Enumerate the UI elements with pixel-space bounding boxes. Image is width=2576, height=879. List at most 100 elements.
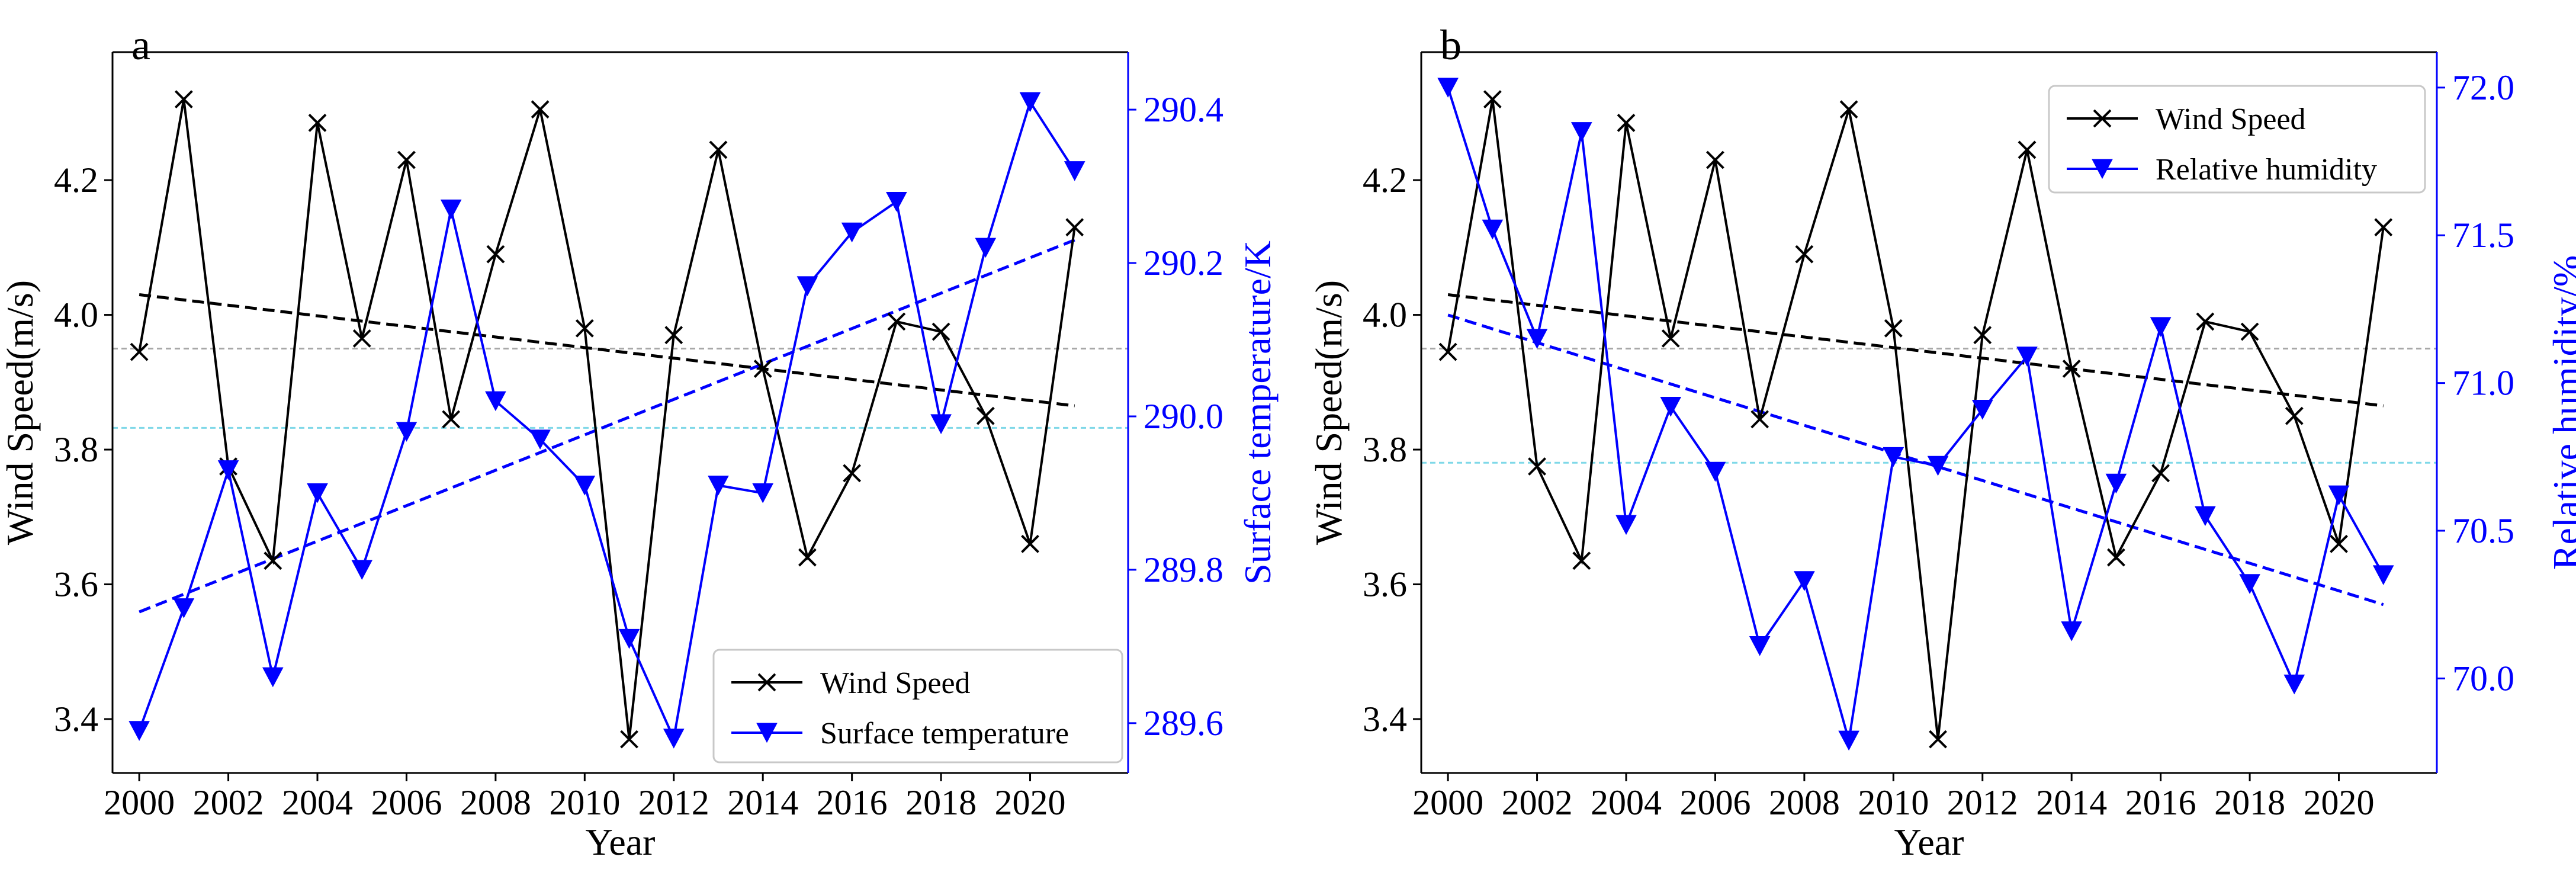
data-point [620,730,638,749]
data-point [663,729,685,749]
panel-letter: b [1440,21,1462,69]
data-point [752,483,774,503]
series-line [138,99,1076,740]
data-point [932,322,950,341]
data-point [174,90,193,109]
x-tick-label: 2004 [1591,783,1662,822]
x-tick-label: 2020 [2304,783,2375,822]
data-point [2372,565,2394,585]
series-line [1447,99,2385,740]
data-point [485,391,506,412]
data-point [352,329,371,348]
legend-marker [757,673,776,692]
legend-marker [2093,109,2112,128]
y-right-tick-label: 70.0 [2452,659,2514,698]
y-left-axis-title: Wind Speed(m/s) [1308,280,1350,545]
data-point [1973,326,1992,345]
trend-line-blue [139,238,1075,614]
data-point [1838,730,1859,751]
x-tick-label: 2008 [1769,783,1840,822]
x-tick-label: 2000 [104,783,175,822]
data-point [1438,342,1457,361]
data-point [753,360,772,378]
trend-line-blue [1447,313,2384,607]
data-point [930,414,952,434]
trend-line-wind [139,293,1075,408]
y-left-tick-label: 3.4 [54,700,98,739]
data-point [307,483,328,503]
x-axis-title: Year [1894,821,1964,863]
y-left-tick-label: 3.4 [1363,700,1407,739]
x-tick-label: 2008 [460,783,531,822]
data-point [1021,534,1039,553]
data-point [1704,461,1726,482]
data-point [1019,92,1041,113]
x-tick-label: 2018 [905,783,977,822]
y-right-tick-label: 70.5 [2452,511,2514,550]
data-point [664,326,683,345]
data-point [2016,347,2038,367]
data-point [2062,360,2081,378]
data-point [130,342,149,361]
y-left-tick-label: 3.6 [54,565,98,604]
x-tick-label: 2006 [1679,783,1750,822]
y-right-tick-label: 289.6 [1144,704,1223,743]
data-point [1971,400,1993,420]
legend: Wind Speed Surface temperature [712,649,1123,763]
data-point [618,628,640,649]
data-point [843,464,862,483]
x-tick-label: 2002 [193,783,264,822]
y-right-axis-title: Surface temperature/K [1236,240,1279,585]
series-wind-speed [130,90,1084,749]
data-point [2196,312,2215,331]
data-point [1526,329,1548,349]
series-blue [129,92,1085,749]
data-point [1617,114,1636,132]
x-tick-label: 2006 [371,783,442,822]
y-left-tick-label: 4.0 [54,296,98,335]
data-point [575,319,594,338]
data-point [308,114,327,132]
legend-label: Relative humidity [2156,153,2377,187]
data-point [1661,329,1680,348]
data-point [2285,406,2304,425]
y-right-tick-label: 289.8 [1144,550,1223,589]
series-line [138,99,1076,743]
x-tick-label: 2004 [282,783,353,822]
data-point [2150,317,2172,337]
legend-label: Surface temperature [820,717,1069,750]
data-point [1065,218,1084,237]
data-point [709,140,728,159]
legend-marker [2092,159,2113,179]
panel-b: 2000 2002 2004 2006 2008 2010 2012 2014 2016 2018… [1308,21,2576,863]
data-point [1884,319,1903,338]
data-point [2374,218,2393,237]
data-point [262,667,284,688]
x-tick-label: 2002 [1502,783,1573,822]
data-point [217,460,239,480]
data-point [1883,447,1904,467]
x-tick-label: 2012 [638,783,709,822]
legend-marker [756,723,778,743]
trend-line-wind [1447,293,2384,408]
data-point [1572,551,1591,570]
data-point [1570,122,1592,142]
data-point [2107,548,2125,567]
data-point [531,100,550,119]
series-wind-speed [1438,90,2393,749]
data-point [1927,455,1949,476]
data-point [173,598,195,618]
data-point [886,191,907,212]
legend: Wind Speed Relative humidity [2048,85,2426,194]
data-point [529,429,551,450]
x-tick-label: 2014 [2036,783,2107,822]
x-tick-label: 2018 [2214,783,2285,822]
legend-box [712,649,1123,763]
data-point [2330,534,2348,553]
data-point [1064,161,1085,181]
data-point [798,548,817,567]
y-left-tick-label: 4.0 [1363,296,1407,335]
y-left-tick-label: 3.6 [1363,565,1407,604]
data-point [1615,515,1637,535]
